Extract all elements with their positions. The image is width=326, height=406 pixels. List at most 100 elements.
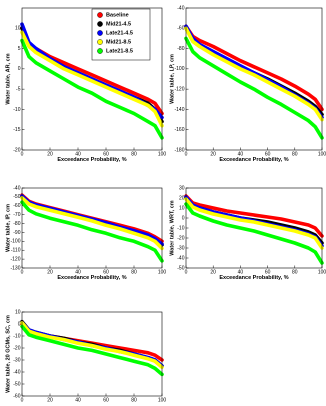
axes-frame xyxy=(185,7,323,151)
x-tick-label: 60 xyxy=(265,151,271,157)
y-tick-label: -80 xyxy=(177,46,184,52)
panel: -50 -40 -30 -20 -10 0 10 20 30 0 20 40 60 80 100 Exceed… xyxy=(169,185,326,281)
y-tick-label: -40 xyxy=(13,369,20,375)
x-tick-label: 60 xyxy=(103,151,109,157)
series-line xyxy=(20,196,164,251)
series-line xyxy=(184,194,324,238)
x-tick-label: 0 xyxy=(21,269,24,275)
x-axis-label: Exceedance Probability, % xyxy=(219,157,288,163)
x-tick-label: 80 xyxy=(131,151,137,157)
y-tick-label: -60 xyxy=(13,203,20,209)
y-tick-label: -20 xyxy=(13,147,20,153)
y-tick-label: -110 xyxy=(11,248,21,254)
y-tick-label: -130 xyxy=(10,265,20,271)
y-tick-label: -40 xyxy=(177,255,184,261)
x-tick-label: 100 xyxy=(158,397,167,403)
y-tick-label: -120 xyxy=(174,86,184,92)
legend-label: Mid21-8.5 xyxy=(106,39,131,45)
x-tick-label: 80 xyxy=(292,151,298,157)
x-axis-label: Exceedance Probability, % xyxy=(57,157,126,163)
axes-frame xyxy=(185,187,323,269)
series-line xyxy=(184,26,324,122)
x-tick-label: 40 xyxy=(238,269,244,275)
y-tick-label: -40 xyxy=(13,185,20,191)
x-tick-label: 0 xyxy=(185,151,188,157)
y-tick-label: -10 xyxy=(13,107,20,113)
y-tick-label: -20 xyxy=(13,345,20,351)
x-tick-label: 80 xyxy=(131,269,137,275)
y-axis-label: Water table, AR, cm xyxy=(5,53,11,104)
x-tick-label: 0 xyxy=(185,269,188,275)
y-tick-label: 20 xyxy=(179,195,185,201)
panel: -130 -120 -110 -100 -90 -80 -70 -60 -50 -40 0 20 40 6… xyxy=(5,185,166,281)
legend-label: Late21-8.5 xyxy=(106,48,133,54)
y-tick-label: 10 xyxy=(15,26,21,32)
y-tick-label: -5 xyxy=(16,86,21,92)
x-tick-label: 60 xyxy=(103,397,109,403)
axes-frame xyxy=(21,187,163,269)
x-tick-label: 0 xyxy=(21,397,24,403)
x-tick-label: 40 xyxy=(238,151,244,157)
series-line xyxy=(20,38,164,140)
x-tick-label: 40 xyxy=(75,151,81,157)
y-tick-label: -160 xyxy=(174,127,184,133)
x-tick-label: 20 xyxy=(210,269,216,275)
y-tick-label: -120 xyxy=(10,256,20,262)
legend-marker xyxy=(97,39,103,45)
y-tick-label: -70 xyxy=(13,212,20,218)
y-axis-label: Water table, LP, cm xyxy=(169,54,175,104)
x-tick-label: 100 xyxy=(318,151,326,157)
legend-label: Late21-4.5 xyxy=(106,30,133,36)
y-tick-label: 0 xyxy=(182,215,185,221)
series-line xyxy=(184,24,324,112)
panel: -180 -160 -140 -120 -100 -80 -60 -40 0 20 40 60 80 10… xyxy=(169,5,326,163)
y-tick-label: 0 xyxy=(18,321,21,327)
y-tick-label: 10 xyxy=(15,309,21,315)
y-tick-label: -50 xyxy=(177,265,184,271)
plot-area xyxy=(186,8,322,150)
x-tick-label: 100 xyxy=(158,269,167,275)
y-axis-label: Water table, 20 GCMs, SC, cm xyxy=(5,315,11,393)
series-line xyxy=(184,197,324,250)
y-tick-label: -180 xyxy=(174,147,184,153)
series-line xyxy=(20,30,164,128)
y-axis-label: Water table, WRT, cm xyxy=(169,200,175,256)
x-tick-label: 100 xyxy=(318,269,326,275)
legend-label: Mid21-4.5 xyxy=(106,21,131,27)
legend-label: Baseline xyxy=(106,12,129,18)
y-tick-label: -100 xyxy=(10,239,20,245)
y-tick-label: -80 xyxy=(13,221,20,227)
legend-marker xyxy=(97,30,103,36)
series-line xyxy=(20,324,164,377)
y-tick-label: 10 xyxy=(179,205,185,211)
x-tick-label: 80 xyxy=(131,397,137,403)
series-line xyxy=(184,36,324,140)
x-tick-label: 40 xyxy=(75,397,81,403)
y-tick-label: -30 xyxy=(177,245,184,251)
axes-frame xyxy=(21,7,163,151)
x-tick-label: 40 xyxy=(75,269,81,275)
legend-marker xyxy=(97,21,103,27)
y-tick-label: -60 xyxy=(13,393,20,399)
series-line xyxy=(184,202,324,265)
x-tick-label: 0 xyxy=(21,151,24,157)
x-tick-label: 20 xyxy=(210,151,216,157)
y-tick-label: -50 xyxy=(13,194,20,200)
y-tick-label: -60 xyxy=(177,26,184,32)
y-tick-label: -140 xyxy=(174,107,184,113)
y-tick-label: -15 xyxy=(13,127,20,133)
axes-frame xyxy=(21,311,163,397)
x-tick-label: 20 xyxy=(47,397,53,403)
x-tick-label: 80 xyxy=(292,269,298,275)
plot-area xyxy=(186,188,322,268)
y-tick-label: -30 xyxy=(13,357,20,363)
y-tick-label: 5 xyxy=(18,46,21,52)
y-tick-label: -10 xyxy=(177,225,184,231)
x-axis-label: Exceedance Probability, % xyxy=(219,275,288,281)
y-tick-label: -50 xyxy=(13,381,20,387)
y-axis-label: Water table, IP, cm xyxy=(5,204,11,252)
